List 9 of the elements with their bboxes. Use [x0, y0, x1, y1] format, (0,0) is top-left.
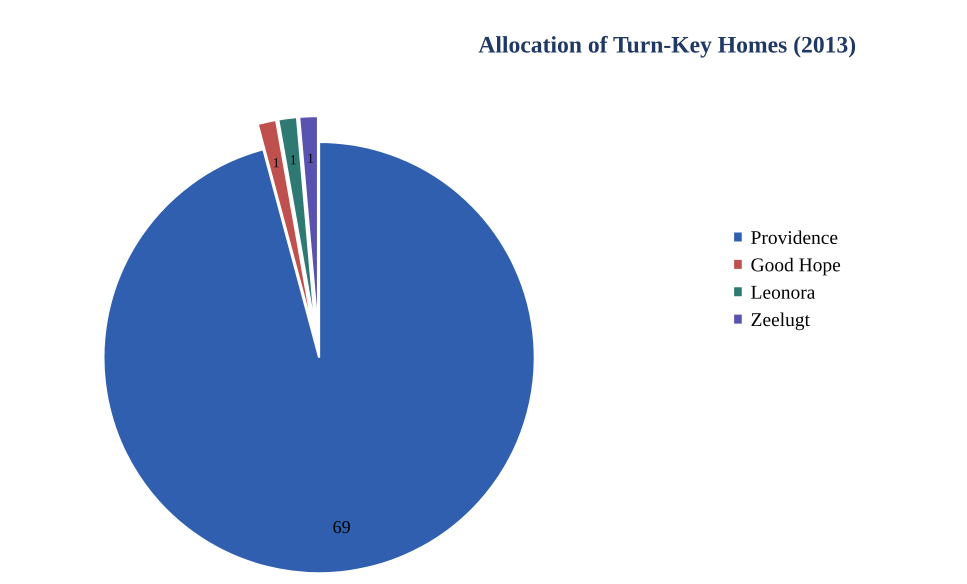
data-label: 1 [290, 155, 296, 164]
data-label: 69 [333, 521, 350, 534]
data-label: 1 [274, 158, 279, 168]
legend-label: Zeelugt [752, 312, 810, 330]
chart-title: Allocation of Turn-Key Homes (2013) [478, 36, 856, 58]
data-label: 1 [308, 154, 314, 163]
legend-label: Providence [751, 230, 838, 244]
legend-label: Leonora [751, 286, 816, 299]
legend-label: Good Hope [751, 258, 840, 276]
